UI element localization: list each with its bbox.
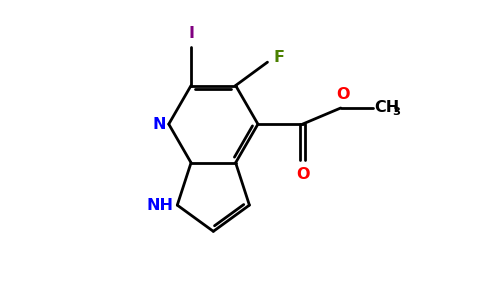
Text: O: O (336, 87, 349, 102)
Text: I: I (188, 26, 194, 41)
Text: CH: CH (375, 100, 400, 116)
Text: O: O (296, 167, 309, 182)
Text: NH: NH (146, 198, 173, 213)
Text: 3: 3 (393, 107, 401, 117)
Text: N: N (152, 117, 166, 132)
Text: F: F (274, 50, 285, 65)
